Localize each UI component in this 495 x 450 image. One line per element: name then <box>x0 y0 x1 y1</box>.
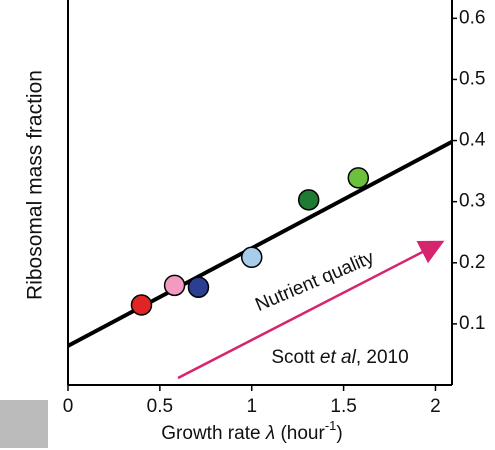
chart: Ribosomal mass fraction Growth rate λ (h… <box>0 0 495 450</box>
data-point <box>165 275 185 295</box>
x-label-part: ) <box>336 423 342 444</box>
y-tick-label: 0.1 <box>459 313 485 334</box>
thumbnail <box>0 400 48 448</box>
x-tick-label: 0.5 <box>147 396 173 417</box>
y-tick-label: 0.6 <box>459 7 485 28</box>
citation: Scott et al, 2010 <box>271 347 408 368</box>
y-tick-label: 0.4 <box>459 130 486 151</box>
y-axis-label: Ribosomal mass fraction <box>24 70 47 300</box>
x-tick-label: 0 <box>63 396 74 417</box>
arrow-label: Nutrient quality <box>252 247 377 316</box>
data-point <box>188 277 208 297</box>
x-label-part: Growth rate <box>161 423 266 444</box>
y-tick-label: 0.5 <box>459 68 485 89</box>
x-axis-label: Growth rate λ (hour-1) <box>161 418 342 444</box>
x-label-part: λ <box>265 423 275 444</box>
citation-part: , 2010 <box>356 347 409 368</box>
x-tick-label: 1 <box>246 396 257 417</box>
data-point <box>242 247 262 267</box>
x-label-part: -1 <box>325 418 337 433</box>
data-point <box>348 168 368 188</box>
y-tick-label: 0.2 <box>459 252 485 273</box>
data-point <box>299 190 319 210</box>
citation-part: et al <box>320 347 357 368</box>
x-tick-label: 2 <box>430 396 441 417</box>
citation-part: Scott <box>271 347 320 368</box>
data-point <box>131 295 151 315</box>
y-tick-label: 0.3 <box>459 191 485 212</box>
x-tick-label: 1.5 <box>330 396 356 417</box>
x-label-part: (hour <box>275 423 325 444</box>
